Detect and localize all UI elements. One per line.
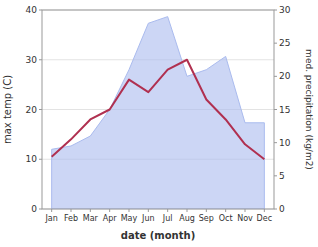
x-tick: [148, 209, 149, 212]
y-tick: [39, 109, 42, 110]
x-tick-label: Aug: [179, 214, 195, 223]
y-tick-label: 0: [31, 204, 37, 214]
y2-tick-label: 30: [279, 5, 291, 15]
x-tick: [245, 209, 246, 212]
y-tick-label: 30: [26, 55, 38, 65]
y-tick: [39, 10, 42, 11]
y2-tick: [274, 209, 277, 210]
x-tick: [71, 209, 72, 212]
x-tick-label: Sep: [199, 214, 214, 223]
y2-tick: [274, 142, 277, 143]
x-tick-label: Apr: [103, 214, 118, 223]
y2-tick-label: 20: [279, 71, 291, 81]
plot-area: [52, 17, 265, 209]
x-tick: [187, 209, 188, 212]
y-tick: [39, 209, 42, 210]
y2-tick-label: 10: [279, 138, 291, 148]
temperature-line: [52, 60, 265, 160]
x-tick: [109, 209, 110, 212]
y2-tick-label: 0: [279, 204, 285, 214]
plot-frame: [42, 10, 274, 209]
y2-tick-label: 15: [279, 105, 290, 115]
y2-tick: [274, 76, 277, 77]
y-tick: [39, 159, 42, 160]
x-tick: [129, 209, 130, 212]
y2-tick: [274, 43, 277, 44]
y2-tick: [274, 10, 277, 11]
y2-axis-label: med. precipitation (kg/m2): [304, 49, 314, 170]
y2-tick-label: 5: [279, 171, 285, 181]
y2-tick: [274, 175, 277, 176]
chart-container: 0 10 20 30 40 0 5 10 15 20 25 30 Jan Feb Mar AprMayJun J…: [0, 0, 318, 247]
y-tick: [39, 59, 42, 60]
x-tick-label: Jul: [162, 214, 173, 223]
y-tick-label: 20: [26, 105, 38, 115]
chart: 0 10 20 30 40 0 5 10 15 20 25 30 Jan Feb Mar AprMayJun J…: [0, 0, 318, 247]
y-tick-label: 40: [26, 5, 38, 15]
y2-tick-label: 25: [279, 38, 290, 48]
x-tick: [206, 209, 207, 212]
x-tick: [51, 209, 52, 212]
x-tick-label: Mar: [83, 214, 99, 223]
x-tick-label: Jan: [44, 214, 57, 223]
x-tick: [264, 209, 265, 212]
x-tick-label: Jun: [141, 214, 155, 223]
x-tick: [90, 209, 91, 212]
x-tick: [167, 209, 168, 212]
x-tick-label: Nov: [237, 214, 253, 223]
y-axis-label: max temp (C): [2, 75, 13, 144]
y-tick-label: 10: [26, 154, 38, 164]
precipitation-area: [52, 17, 265, 209]
x-axis-label: date (month): [121, 230, 195, 241]
x-tick-label: Feb: [64, 214, 78, 223]
x-tick-label: Dec: [257, 214, 272, 223]
y2-tick: [274, 109, 277, 110]
x-tick-label: May: [121, 214, 138, 223]
x-tick-label: Oct: [219, 214, 233, 223]
x-tick: [225, 209, 226, 212]
